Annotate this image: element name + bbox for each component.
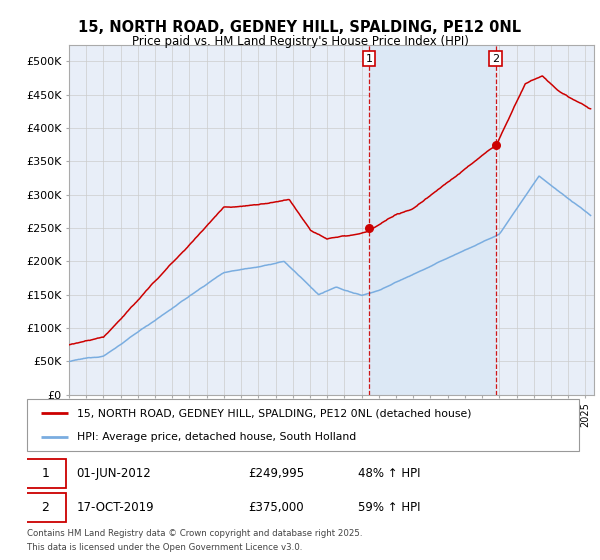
Text: 1: 1 bbox=[41, 466, 49, 480]
Text: This data is licensed under the Open Government Licence v3.0.: This data is licensed under the Open Gov… bbox=[27, 543, 302, 552]
Text: 15, NORTH ROAD, GEDNEY HILL, SPALDING, PE12 0NL (detached house): 15, NORTH ROAD, GEDNEY HILL, SPALDING, P… bbox=[77, 408, 471, 418]
Text: 1: 1 bbox=[365, 54, 373, 63]
Text: Contains HM Land Registry data © Crown copyright and database right 2025.: Contains HM Land Registry data © Crown c… bbox=[27, 529, 362, 538]
Text: Price paid vs. HM Land Registry's House Price Index (HPI): Price paid vs. HM Land Registry's House … bbox=[131, 35, 469, 48]
FancyBboxPatch shape bbox=[27, 399, 579, 451]
Text: 2: 2 bbox=[492, 54, 499, 63]
Text: 17-OCT-2019: 17-OCT-2019 bbox=[77, 501, 154, 515]
Text: 01-JUN-2012: 01-JUN-2012 bbox=[77, 466, 151, 480]
Text: £375,000: £375,000 bbox=[248, 501, 304, 515]
Text: 59% ↑ HPI: 59% ↑ HPI bbox=[358, 501, 421, 515]
Text: HPI: Average price, detached house, South Holland: HPI: Average price, detached house, Sout… bbox=[77, 432, 356, 442]
FancyBboxPatch shape bbox=[24, 459, 65, 488]
Text: £249,995: £249,995 bbox=[248, 466, 304, 480]
Bar bbox=[369, 45, 496, 395]
Point bbox=[491, 141, 500, 150]
Point bbox=[364, 223, 374, 232]
Text: 2: 2 bbox=[41, 501, 49, 515]
Text: 15, NORTH ROAD, GEDNEY HILL, SPALDING, PE12 0NL: 15, NORTH ROAD, GEDNEY HILL, SPALDING, P… bbox=[79, 20, 521, 35]
Text: 48% ↑ HPI: 48% ↑ HPI bbox=[358, 466, 421, 480]
FancyBboxPatch shape bbox=[24, 493, 65, 522]
